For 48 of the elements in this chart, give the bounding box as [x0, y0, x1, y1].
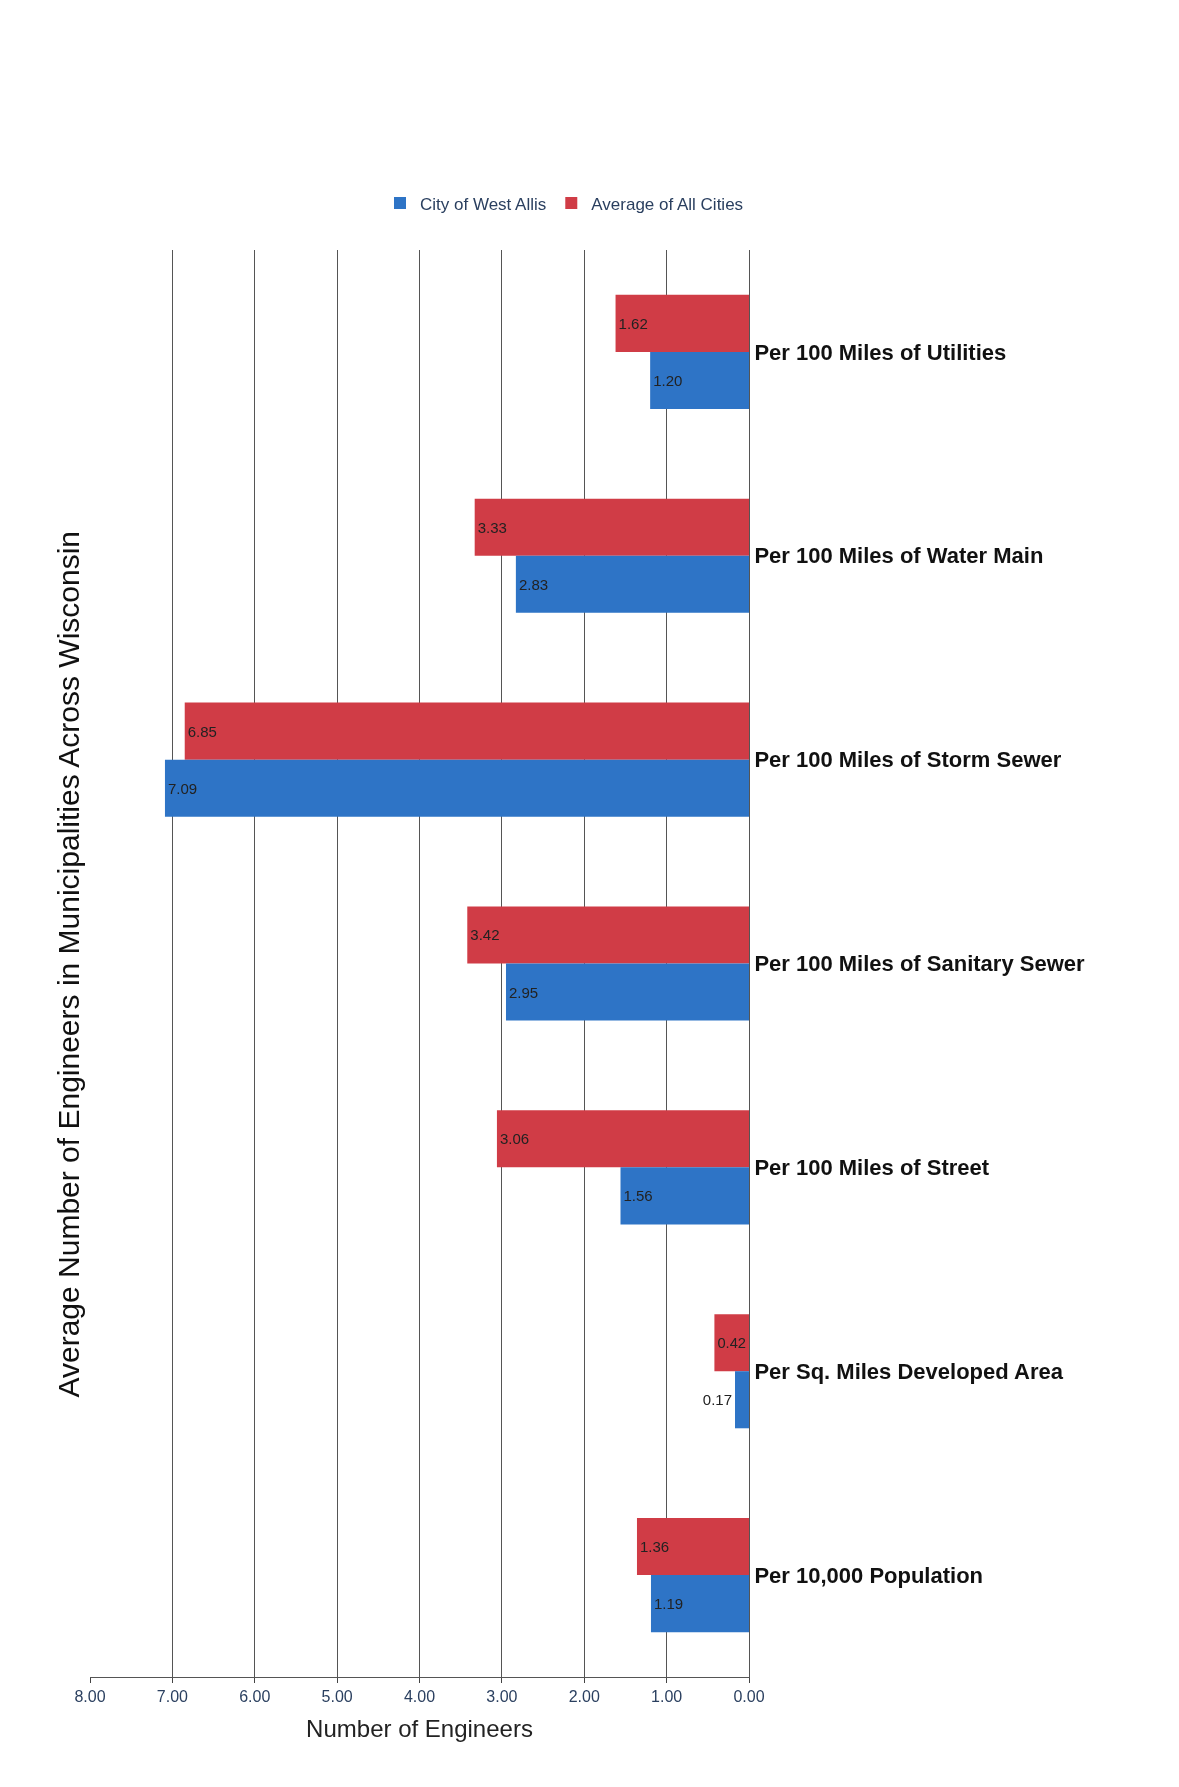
data-label: 3.06: [499, 1130, 530, 1148]
text: Average Number of Engineers in Municipalities Across Wisconsin: [52, 530, 86, 1398]
bar: [184, 702, 749, 760]
bar: [636, 1517, 749, 1576]
bar: [615, 294, 749, 352]
data-label: 1.20: [653, 371, 683, 389]
legend-label: City of West Allis: [420, 194, 547, 214]
bar: [505, 963, 749, 1021]
y-tick-label: Per 100 Miles of Street: [754, 1155, 990, 1181]
x-tick-label: 0.00: [733, 1688, 765, 1706]
x-axis-title: Number of Engineers: [306, 1714, 533, 1742]
y-tick-label: Per 100 Miles of Storm Sewer: [754, 747, 1062, 773]
data-label: 1.56: [623, 1187, 653, 1205]
x-tick-label: 7.00: [156, 1688, 189, 1706]
data-label: 1.19: [653, 1595, 684, 1613]
bar: [467, 906, 749, 964]
data-label: 7.09: [167, 779, 198, 797]
bar: [496, 1110, 749, 1168]
data-label: 3.33: [477, 518, 507, 536]
bar: [515, 555, 749, 613]
y-tick-label: Per Sq. Miles Developed Area: [754, 1358, 1064, 1384]
data-label: 2.95: [508, 983, 539, 1001]
bar: [474, 498, 749, 556]
x-tick-label: 3.00: [486, 1688, 518, 1706]
x-tick-label: 5.00: [321, 1688, 353, 1706]
data-label: 1.36: [639, 1538, 670, 1556]
x-tick-label: 2.00: [568, 1688, 600, 1706]
x-tick-label: 8.00: [74, 1688, 106, 1706]
data-label: 3.42: [470, 926, 500, 944]
bar: [714, 1314, 749, 1372]
bar: [650, 1575, 749, 1633]
x-tick-label: 1.00: [651, 1688, 683, 1706]
bar: [650, 351, 749, 410]
legend-label: Average of All Cities: [591, 194, 744, 214]
data-label: 0.17: [702, 1391, 732, 1409]
data-label: 6.85: [187, 722, 217, 740]
data-label: 1.62: [618, 314, 648, 332]
y-tick-label: Per 10,000 Population: [754, 1562, 984, 1588]
y-tick-label: Per 100 Miles of Utilities: [754, 339, 1007, 365]
x-tick-label: 4.00: [403, 1688, 436, 1706]
data-label: 2.83: [518, 575, 549, 593]
y-tick-label: Per 100 Miles of Sanitary Sewer: [754, 951, 1085, 977]
x-tick-label: 6.00: [239, 1688, 271, 1706]
y-tick-label: Per 100 Miles of Water Main: [754, 543, 1044, 569]
bar: [164, 759, 749, 817]
bar: [620, 1167, 749, 1225]
data-label: 0.42: [717, 1335, 746, 1352]
bar: [735, 1371, 749, 1429]
